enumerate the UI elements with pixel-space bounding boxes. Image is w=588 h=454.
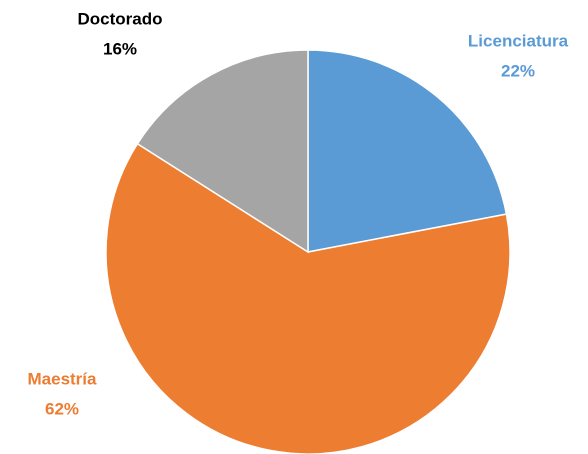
slice-value-label: 16% [103,39,137,58]
pie-slice [136,49,309,254]
pie-slice [105,142,511,454]
pie-slice [307,49,508,253]
slice-value-label: 22% [501,61,535,80]
slice-label: Licenciatura [468,31,569,50]
slice-value-label: 62% [45,399,79,418]
slice-label: Doctorado [78,9,163,28]
slice-label: Maestría [28,369,98,388]
